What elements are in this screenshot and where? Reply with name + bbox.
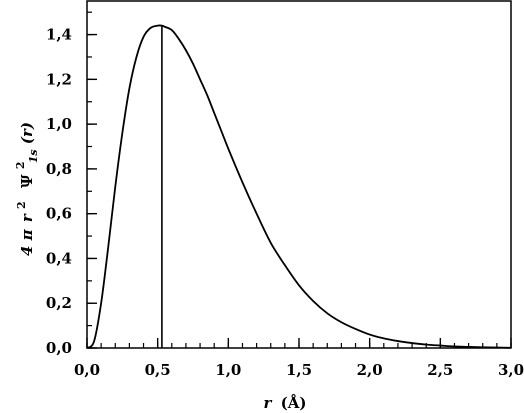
y-tick-label: 0,0 — [46, 339, 72, 357]
y-tick-label: 0,2 — [46, 294, 72, 312]
x-axis-label: r (Å) — [264, 394, 307, 412]
y-axis-label-psi: Ψ — [18, 174, 36, 188]
x-tick-label: 1,5 — [286, 361, 312, 379]
x-tick-label: 0,0 — [74, 361, 100, 379]
x-tick-label: 2,0 — [357, 361, 383, 379]
y-axis-label-exp2: 2 — [15, 201, 28, 209]
y-tick-label: 1,4 — [46, 26, 72, 44]
y-axis-label-prefix: 4 — [18, 246, 36, 256]
y-tick-label: 0,4 — [46, 249, 72, 267]
y-axis-ticks — [87, 11, 97, 349]
y-tick-label: 0,6 — [46, 205, 72, 223]
x-tick-label: 3,0 — [498, 361, 524, 379]
y-axis-label-arg: (r) — [18, 122, 36, 144]
y-axis-label-pi: π — [18, 228, 36, 241]
x-tick-label: 0,5 — [145, 361, 171, 379]
y-tick-label: 0,8 — [46, 160, 72, 178]
y-tick-label: 1,0 — [46, 115, 72, 133]
x-axis-label-var: r — [264, 394, 273, 412]
plot-frame — [86, 0, 512, 349]
y-tick-label: 1,2 — [46, 70, 72, 88]
x-axis-tick-labels: 0,0 0,5 1,0 1,5 2,0 2,5 3,0 — [74, 361, 524, 379]
series-layer — [86, 24, 512, 349]
x-axis-label-unit: (Å) — [281, 394, 307, 412]
y-axis-label: 4 π r 2 Ψ 2 1s (r) — [10, 122, 41, 256]
y-axis-label-r: r — [18, 213, 36, 222]
y-axis-label-psi-exp: 2 — [14, 161, 27, 169]
x-tick-label: 1,0 — [215, 361, 241, 379]
y-axis-label-sub: 1s — [27, 149, 40, 163]
radial-probability-curve — [86, 24, 512, 349]
y-axis-tick-labels: 0,0 0,2 0,4 0,6 0,8 1,0 1,2 1,4 — [46, 26, 72, 357]
x-tick-label: 2,5 — [427, 361, 453, 379]
